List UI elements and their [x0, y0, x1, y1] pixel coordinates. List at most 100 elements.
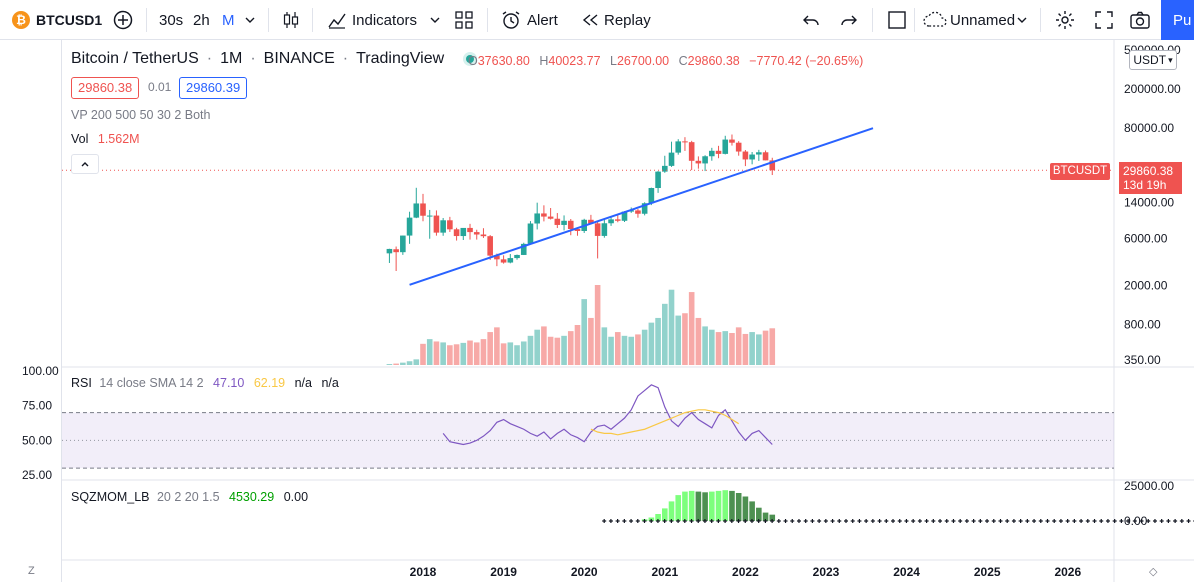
- volume-bar: [655, 317, 661, 365]
- drawing-toolbar: [0, 40, 62, 582]
- volume-bar: [581, 299, 587, 365]
- rsi-legend[interactable]: RSI 14 close SMA 14 2 47.10 62.19 n/a n/…: [71, 376, 339, 390]
- squeeze-zero-cross: [1011, 519, 1016, 523]
- sell-price-button[interactable]: 29860.38: [71, 77, 140, 99]
- collapse-legend-button[interactable]: [71, 154, 99, 174]
- interval-2h[interactable]: 2h: [193, 11, 210, 29]
- save-layout-button[interactable]: Unnamed: [922, 0, 1015, 40]
- candle-body: [480, 234, 487, 237]
- squeeze-zero-cross: [1099, 519, 1104, 523]
- squeeze-zero-cross: [662, 519, 667, 523]
- squeeze-zero-cross: [917, 519, 922, 523]
- alert-button[interactable]: Alert: [500, 0, 558, 40]
- volume-bar: [695, 317, 702, 365]
- squeeze-zero-cross: [1052, 519, 1057, 523]
- squeeze-zero-cross: [635, 519, 640, 523]
- time-tick-label: 2021: [651, 565, 678, 579]
- time-tick-label: 2026: [1054, 565, 1081, 579]
- squeeze-zero-cross: [1025, 519, 1030, 523]
- volume-bar: [514, 345, 520, 365]
- symbol-search-button[interactable]: ₿ BTCUSD1: [12, 0, 102, 40]
- currency-select[interactable]: USDT ▾: [1129, 50, 1177, 70]
- candle-body: [500, 259, 507, 263]
- candle-body: [453, 229, 460, 237]
- volume-bar: [574, 325, 581, 365]
- compare-symbol-button[interactable]: [112, 0, 134, 40]
- chart-legend[interactable]: Bitcoin / TetherUS · 1M · BINANCE · Trad…: [71, 50, 475, 68]
- candle-body: [662, 165, 668, 172]
- layout-button[interactable]: [886, 0, 908, 40]
- settings-button[interactable]: [1054, 0, 1076, 40]
- publish-button[interactable]: Pu: [1161, 0, 1194, 40]
- volume-bar: [507, 342, 514, 365]
- undo-button[interactable]: [800, 0, 822, 40]
- interval-dropdown[interactable]: [244, 0, 256, 40]
- candle-body: [473, 232, 480, 235]
- squeeze-bar: [735, 493, 742, 521]
- interval-m[interactable]: M: [222, 11, 235, 29]
- volume-bar: [749, 332, 755, 365]
- squeeze-tick-label: 25000.00: [1124, 479, 1174, 493]
- undo-icon: [803, 15, 819, 26]
- candle-body: [688, 142, 695, 161]
- volume-bar: [554, 337, 561, 365]
- templates-button[interactable]: [453, 0, 475, 40]
- chart-type-button[interactable]: [280, 0, 302, 40]
- scale-settings-button[interactable]: ◇: [1149, 566, 1158, 578]
- volume-bar: [527, 335, 534, 365]
- buy-price-button[interactable]: 29860.39: [179, 77, 248, 99]
- last-price-symbol-tag: BTCUSDT: [1050, 163, 1110, 180]
- layout-dropdown[interactable]: [1016, 0, 1028, 40]
- indicators-icon: [328, 13, 346, 29]
- squeeze-zero-cross: [783, 519, 788, 523]
- price-tick-label: 80000.00: [1124, 121, 1174, 135]
- squeeze-zero-cross: [756, 519, 761, 523]
- volume-bar: [561, 335, 567, 365]
- candle-body: [655, 171, 661, 189]
- squeeze-zero-cross: [682, 519, 687, 523]
- time-tick-label: 2023: [813, 565, 840, 579]
- trendline-line: [409, 127, 874, 286]
- squeeze-bar: [729, 490, 735, 521]
- volume-legend[interactable]: Vol 1.562M: [71, 132, 140, 146]
- squeeze-zero-cross: [958, 519, 963, 523]
- candle-body: [762, 152, 769, 161]
- candle-body: [601, 223, 608, 236]
- candle-body: [527, 223, 534, 244]
- candle-body: [769, 160, 776, 171]
- redo-button[interactable]: [838, 0, 860, 40]
- chevron-down-icon: [1017, 17, 1027, 23]
- interval-30s[interactable]: 30s: [159, 11, 184, 29]
- rsi-tick-label: 25.00: [22, 468, 52, 482]
- squeeze-zero-cross: [776, 519, 781, 523]
- squeeze-zero-cross: [669, 519, 674, 523]
- indicators-dropdown[interactable]: [429, 0, 441, 40]
- volume-bar: [467, 340, 473, 365]
- volume-bar: [400, 362, 406, 365]
- volume-bars: [386, 285, 776, 365]
- replay-button[interactable]: Replay: [580, 0, 651, 40]
- fullscreen-button[interactable]: [1093, 0, 1115, 40]
- time-ticks: 2018 2019 2020 2021 2022 2023 2024 2025 2026: [410, 565, 1082, 579]
- volume-bar: [453, 344, 460, 365]
- squeeze-zero-cross: [1085, 519, 1090, 523]
- volume-bar: [480, 339, 487, 365]
- vp-indicator-legend[interactable]: VP 200 500 50 30 2 Both: [71, 108, 211, 122]
- timezone-z-button[interactable]: Z: [28, 565, 35, 577]
- squeeze-zero-cross: [729, 519, 734, 523]
- candlesticks: [386, 134, 776, 272]
- squeeze-legend[interactable]: SQZMOM_LB 20 2 20 1.5 4530.29 0.00: [71, 490, 309, 504]
- volume-bar: [547, 336, 554, 365]
- price-tick-label: 2000.00: [1124, 279, 1168, 293]
- rsi-tick-label: 75.00: [22, 399, 52, 413]
- snapshot-button[interactable]: [1129, 0, 1151, 40]
- time-tick-label: 2024: [893, 565, 920, 579]
- squeeze-bar: [682, 491, 688, 521]
- squeeze-zero-cross: [1173, 519, 1178, 523]
- legend-source: TradingView: [356, 50, 445, 67]
- rsi-sma-line: [590, 409, 739, 436]
- volume-bar: [688, 292, 695, 365]
- indicators-button[interactable]: Indicators: [326, 0, 417, 40]
